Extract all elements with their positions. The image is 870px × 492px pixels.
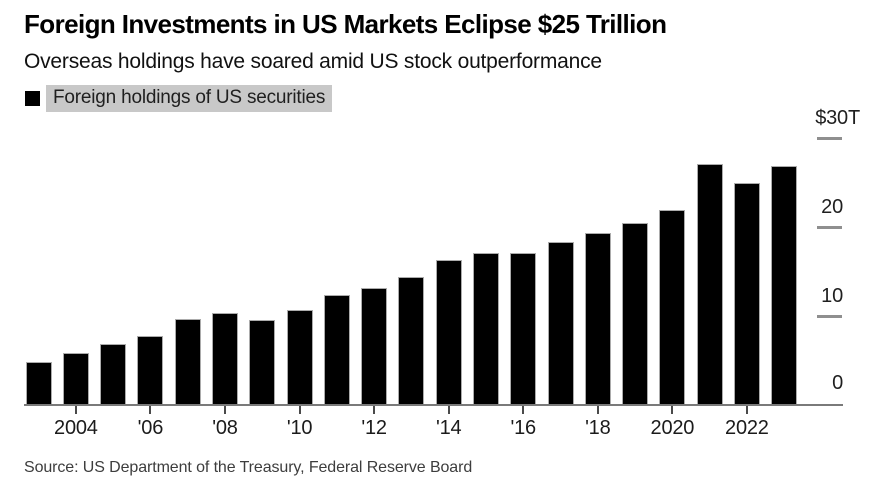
y-axis-label: 10 (821, 285, 843, 307)
x-axis-label: 2020 (650, 417, 695, 439)
x-axis-label: '18 (585, 417, 611, 439)
bar-2020 (659, 210, 686, 405)
bar-2003 (25, 362, 52, 405)
x-axis-label: '12 (361, 417, 387, 439)
x-axis-line (24, 404, 843, 406)
bar-2023 (771, 165, 798, 405)
bar-2008 (212, 313, 238, 405)
bar-2007 (174, 318, 201, 405)
x-axis-label: '06 (137, 417, 164, 439)
x-axis-label: '14 (435, 417, 462, 439)
y-axis-label: 0 (832, 372, 843, 394)
x-axis-tick (671, 406, 674, 414)
legend-swatch-icon (25, 91, 40, 106)
y-axis-tick (817, 314, 842, 318)
bar-2011 (323, 294, 350, 405)
bar-2015 (473, 252, 499, 405)
x-axis-tick (298, 406, 301, 414)
bar-2021 (696, 163, 723, 405)
y-axis-label: $30T (815, 107, 860, 129)
x-axis-label: '16 (510, 417, 536, 439)
x-axis-label: '08 (212, 417, 238, 439)
bar-2010 (286, 309, 313, 405)
x-axis-label: 2022 (725, 417, 769, 439)
bar-2013 (398, 276, 425, 405)
x-axis-tick (149, 406, 152, 414)
bar-2016 (510, 252, 537, 405)
bar-2004 (62, 352, 89, 405)
bar-2019 (622, 223, 649, 405)
x-axis-tick (596, 406, 599, 414)
y-axis-tick (817, 225, 842, 229)
bar-2022 (733, 183, 760, 405)
x-axis-tick (373, 406, 376, 414)
legend-label: Foreign holdings of US securities (46, 85, 333, 112)
bar-2006 (137, 335, 164, 405)
bar-2018 (584, 233, 611, 405)
bar-2012 (361, 288, 388, 405)
bar-2005 (100, 343, 127, 405)
x-axis-tick (522, 406, 525, 414)
x-axis-tick (224, 406, 226, 414)
chart-subtitle: Overseas holdings have soared amid US st… (24, 50, 602, 73)
x-axis-tick (447, 406, 450, 414)
bar-2009 (249, 319, 276, 405)
legend: Foreign holdings of US securities (25, 85, 333, 112)
y-axis-tick (817, 136, 842, 140)
y-axis-label: 20 (821, 196, 843, 218)
x-axis-tick (74, 406, 77, 414)
x-axis-label: 2004 (54, 417, 98, 439)
x-axis-tick (745, 406, 748, 414)
x-axis-label: '10 (286, 417, 313, 439)
source-note: Source: US Department of the Treasury, F… (24, 459, 473, 476)
bar-2017 (547, 242, 574, 405)
bar-2014 (435, 259, 462, 405)
chart-title: Foreign Investments in US Markets Eclips… (24, 9, 667, 39)
